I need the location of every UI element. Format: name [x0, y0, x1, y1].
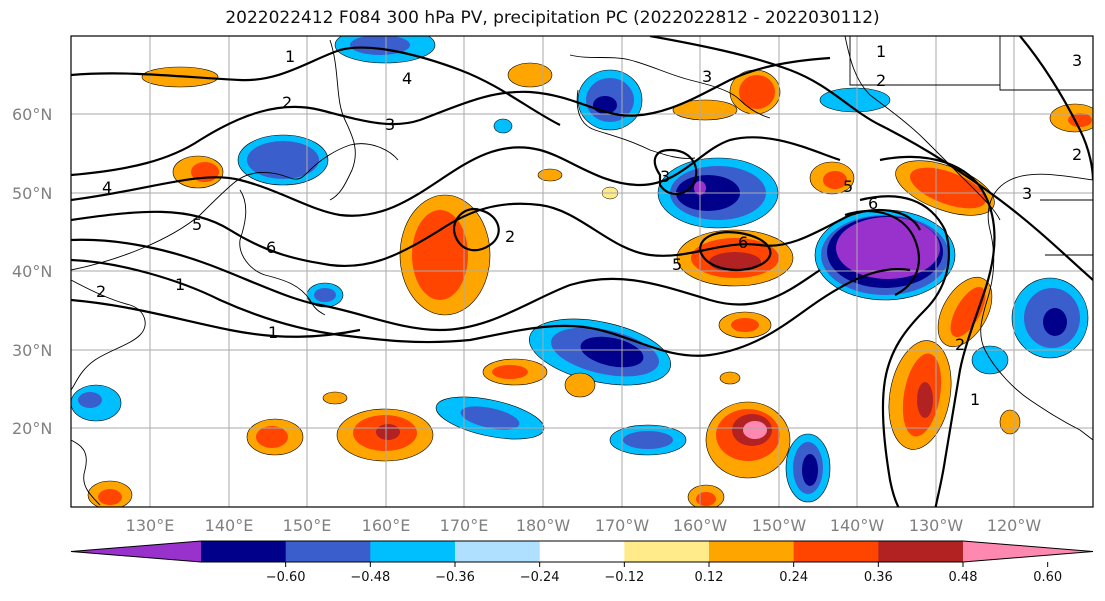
contour-label-4-b: 4 — [102, 178, 112, 197]
colorbar-segment — [539, 541, 625, 562]
contour-label-1-c: 1 — [268, 323, 278, 342]
latitude-labels: 60°N 50°N 40°N 30°N 20°N — [12, 105, 52, 438]
contour-label-4-a: 4 — [402, 69, 412, 88]
colorbar-tick-label: 0.12 — [695, 570, 724, 585]
contour-label-3-e: 3 — [1072, 51, 1082, 70]
contour-label-6-c: 6 — [868, 194, 878, 213]
pv-contours — [71, 36, 1093, 507]
lat-label-50n: 50°N — [12, 184, 52, 203]
colorbar-tick-label: −0.12 — [604, 570, 644, 585]
colorbar-segment — [201, 541, 287, 562]
colorbar: −0.60 −0.48 −0.36 −0.24 −0.12 0.12 0.24 0.36 0.4… — [70, 540, 1094, 585]
colorbar-segment — [370, 541, 456, 562]
lon-label-130e: 130°E — [126, 516, 175, 535]
contour-label-2-e: 2 — [955, 335, 965, 354]
map-panel: 1 2 3 4 4 5 6 1 2 1 2 3 5 6 5 6 3 1 2 3 — [71, 36, 1093, 507]
contour-label-1-d: 1 — [876, 42, 886, 61]
colorbar-tick-label: −0.48 — [350, 570, 390, 585]
contour-label-1-e: 1 — [970, 390, 980, 409]
contour-label-2-c: 2 — [505, 227, 515, 246]
lon-label-130w: 130°W — [909, 516, 964, 535]
lon-label-140w: 140°W — [830, 516, 885, 535]
colorbar-extend-low — [71, 541, 201, 562]
coastlines — [71, 36, 1093, 506]
contour-label-3-c: 3 — [702, 67, 712, 86]
colorbar-segment — [793, 541, 879, 562]
contour-label-1-a: 1 — [285, 47, 295, 66]
contour-labels: 1 2 3 4 4 5 6 1 2 1 2 3 5 6 5 6 3 1 2 3 — [96, 42, 1082, 409]
colorbar-tick-label: 0.60 — [1033, 570, 1062, 585]
lat-label-20n: 20°N — [12, 419, 52, 438]
contour-label-1-b: 1 — [175, 275, 185, 294]
colorbar-tick-label: −0.60 — [266, 570, 306, 585]
colorbar-tick-label: −0.36 — [435, 570, 475, 585]
lon-label-170w: 170°W — [595, 516, 650, 535]
lat-label-60n: 60°N — [12, 105, 52, 124]
colorbar-segment — [878, 541, 964, 562]
lon-label-150e: 150°E — [283, 516, 332, 535]
contour-label-6-b: 6 — [738, 233, 748, 252]
lon-label-150w: 150°W — [752, 516, 807, 535]
contour-label-3-b: 3 — [660, 167, 670, 186]
map-frame — [70, 35, 1094, 508]
colorbar-segment — [709, 541, 795, 562]
contour-label-5-a: 5 — [192, 215, 202, 234]
contour-label-2-d: 2 — [876, 71, 886, 90]
contour-label-5-c: 5 — [843, 177, 853, 196]
contour-label-3-d: 3 — [1022, 184, 1032, 203]
colorbar-outline — [70, 540, 1094, 563]
contour-label-2-f: 2 — [1072, 145, 1082, 164]
colorbar-tick-label: −0.24 — [520, 570, 560, 585]
figure-title: 2022022412 F084 300 hPa PV, precipitatio… — [225, 8, 880, 28]
contour-label-6-a: 6 — [266, 238, 276, 257]
lon-label-180w: 180°W — [516, 516, 571, 535]
colorbar-tick-label: 0.48 — [949, 570, 978, 585]
colorbar-segments — [70, 540, 1094, 563]
contour-label-2-a: 2 — [282, 93, 292, 112]
contour-label-5-b: 5 — [672, 255, 682, 274]
colorbar-segment — [285, 541, 371, 562]
lat-label-30n: 30°N — [12, 341, 52, 360]
colorbar-extend-high — [963, 541, 1093, 562]
colorbar-tick-label: 0.24 — [779, 570, 808, 585]
lat-label-40n: 40°N — [12, 262, 52, 281]
lon-label-170e: 170°E — [440, 516, 489, 535]
lon-label-140e: 140°E — [205, 516, 254, 535]
colorbar-segment — [455, 541, 541, 562]
longitude-labels: 130°E 140°E 150°E 160°E 170°E 180°W 170°… — [126, 516, 1042, 535]
lon-label-120w: 120°W — [987, 516, 1042, 535]
colorbar-segment — [624, 541, 710, 562]
colorbar-ticks: −0.60 −0.48 −0.36 −0.24 −0.12 0.12 0.24 0.36 0.4… — [266, 562, 1062, 585]
contour-label-2-b: 2 — [96, 282, 106, 301]
lon-label-160w: 160°W — [673, 516, 728, 535]
colorbar-tick-label: 0.36 — [864, 570, 893, 585]
contour-label-3-a: 3 — [385, 115, 395, 134]
lon-label-160e: 160°E — [362, 516, 411, 535]
